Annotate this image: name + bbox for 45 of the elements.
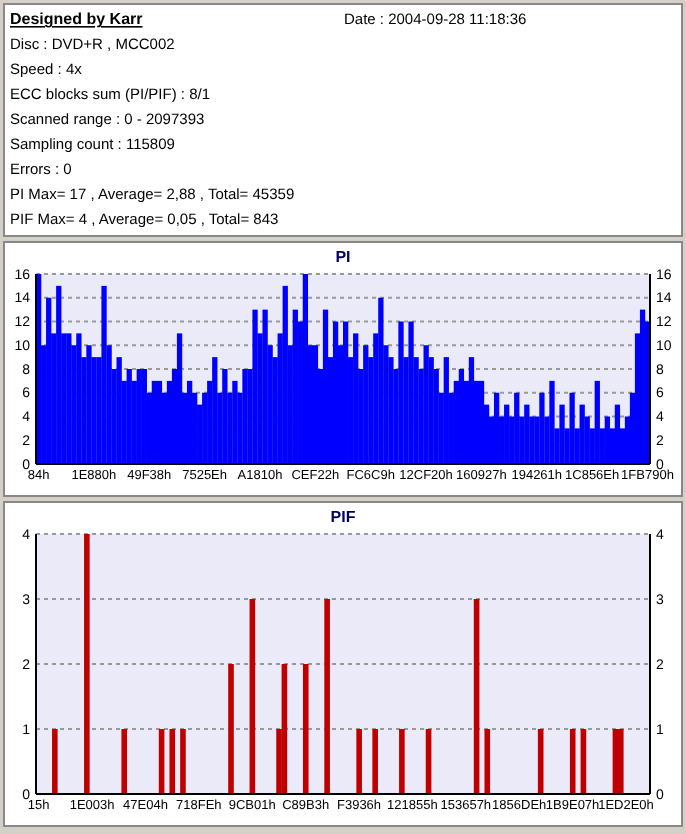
bar bbox=[569, 392, 575, 464]
bar bbox=[228, 664, 234, 794]
bar bbox=[252, 309, 258, 464]
bar bbox=[579, 404, 585, 464]
bar bbox=[559, 404, 565, 464]
chart-title: PIF bbox=[330, 508, 356, 526]
bar bbox=[56, 285, 62, 464]
bar bbox=[322, 309, 329, 464]
bar bbox=[356, 729, 362, 794]
chart-title: PI bbox=[335, 248, 351, 266]
bar bbox=[242, 369, 248, 464]
bar bbox=[180, 729, 186, 794]
bar bbox=[493, 392, 500, 464]
bar bbox=[212, 357, 218, 464]
bar bbox=[86, 345, 92, 464]
bar bbox=[46, 297, 52, 464]
bar bbox=[569, 729, 576, 794]
bar bbox=[484, 729, 491, 794]
bar bbox=[549, 380, 555, 464]
bar bbox=[84, 534, 90, 794]
bar bbox=[443, 357, 449, 464]
bar bbox=[169, 729, 176, 794]
bar bbox=[539, 392, 545, 464]
bar bbox=[604, 416, 610, 464]
bar bbox=[282, 285, 288, 464]
bar bbox=[302, 274, 309, 464]
bar bbox=[176, 333, 183, 464]
bar bbox=[594, 380, 600, 464]
bar bbox=[378, 297, 384, 464]
bar bbox=[478, 380, 485, 464]
bar bbox=[614, 404, 621, 464]
bar bbox=[332, 321, 339, 464]
bar bbox=[639, 309, 646, 464]
bar bbox=[398, 321, 404, 464]
bar bbox=[101, 285, 107, 464]
text: Designed by Karr bbox=[10, 10, 143, 28]
bar bbox=[617, 729, 624, 794]
bar bbox=[399, 729, 405, 794]
bar bbox=[324, 599, 330, 794]
bar bbox=[514, 392, 520, 464]
bar bbox=[121, 729, 128, 794]
bar bbox=[302, 664, 309, 794]
bar bbox=[52, 729, 58, 794]
bar bbox=[353, 333, 359, 464]
bar bbox=[372, 729, 378, 794]
